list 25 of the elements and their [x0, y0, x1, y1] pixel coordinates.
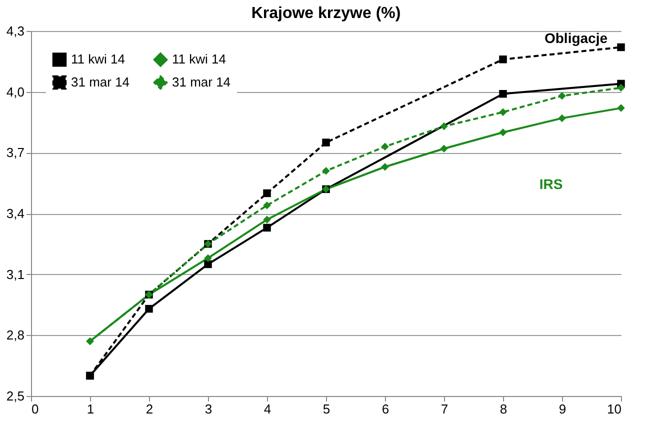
legend-label: 31 mar 14 [172, 74, 231, 90]
x-tick-label: 5 [322, 402, 330, 416]
y-tick-label: 2,8 [6, 328, 24, 343]
x-tick-label: 4 [264, 402, 272, 416]
y-tick-label: 4,3 [6, 24, 24, 38]
y-tick-label: 3,4 [6, 206, 24, 221]
y-tick-label: 3,7 [6, 145, 24, 160]
y-tick-label: 3,1 [6, 266, 24, 282]
x-tick-label: 7 [440, 402, 448, 416]
x-tick-label: 6 [382, 402, 390, 416]
legend-label: 31 mar 14 [71, 74, 130, 90]
legend-label: 11 kwi 14 [71, 52, 125, 67]
x-tick-label: 9 [558, 402, 566, 416]
y-tick-label: 2,5 [6, 388, 24, 404]
x-tick-label: 1 [86, 402, 94, 416]
x-tick-label: 0 [32, 402, 39, 416]
chart-title: Krajowe krzywe (%) [251, 5, 401, 22]
x-tick-label: 2 [146, 402, 154, 416]
legend-label: 11 kwi 14 [172, 52, 226, 67]
x-tick-label: 10 [607, 402, 622, 416]
x-tick-label: 3 [204, 402, 212, 416]
x-tick-label: 8 [500, 402, 508, 416]
annotation: IRS [539, 176, 563, 192]
y-tick-label: 4,0 [6, 84, 24, 100]
annotation: Obligacje [544, 30, 608, 46]
